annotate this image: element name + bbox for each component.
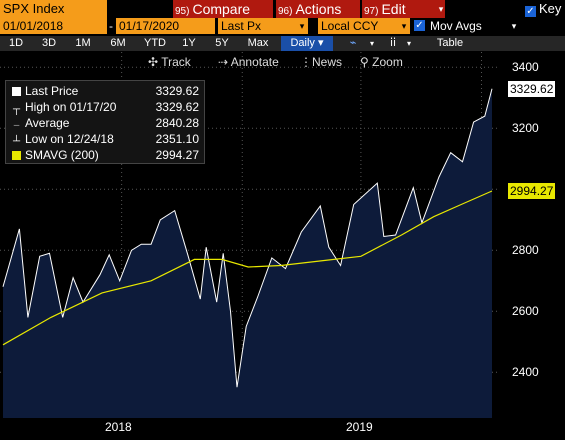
- frequency-select[interactable]: Daily ▾: [281, 36, 333, 51]
- field-value: Last Px: [221, 19, 262, 33]
- track-icon: ✣: [148, 55, 159, 69]
- legend-label: Last Price: [25, 84, 79, 98]
- sma-line: [2, 190, 493, 346]
- mov-avgs-dropdown-icon[interactable]: ▾: [511, 21, 517, 31]
- field-select[interactable]: Last Px: [218, 18, 308, 34]
- edit-dropdown-icon[interactable]: ▾: [438, 4, 444, 14]
- chart-type-dropdown-icon[interactable]: ▾: [369, 39, 374, 48]
- edit-button[interactable]: 97) Edit: [362, 0, 445, 18]
- high-marker-icon: ┬: [12, 104, 21, 115]
- white-square-icon: [12, 87, 21, 96]
- period-max[interactable]: Max: [247, 37, 269, 49]
- bar-style-dropdown-icon[interactable]: ▾: [406, 39, 411, 48]
- compare-button[interactable]: 95) Compare: [173, 0, 273, 18]
- period-3d[interactable]: 3D: [41, 37, 57, 49]
- news-icon: ⋮: [300, 55, 312, 69]
- ticker-label: SPX Index: [3, 1, 65, 16]
- zoom-icon: ⚲: [360, 55, 369, 69]
- annotate-icon: ⇢: [218, 55, 229, 69]
- legend-label: High on 01/17/20: [25, 100, 117, 114]
- field-dropdown-icon[interactable]: ▾: [299, 21, 305, 31]
- y-tick-label: 2400: [512, 365, 539, 380]
- period-5y[interactable]: 5Y: [215, 37, 229, 49]
- annotate-label: Annotate: [230, 55, 279, 69]
- chart-legend[interactable]: Last Price 3329.62 ┬ High on 01/17/20 332…: [5, 80, 205, 164]
- legend-item-high: ┬ High on 01/17/20: [12, 100, 117, 115]
- zoom-tool[interactable]: ⚲ Zoom: [360, 54, 403, 70]
- sma-tag: 2994.27: [508, 182, 556, 199]
- x-axis: [0, 418, 565, 440]
- legend-value: 2351.10: [155, 132, 199, 146]
- currency-dropdown-icon[interactable]: ▾: [401, 21, 407, 31]
- actions-number: 96): [278, 6, 293, 17]
- compare-number: 95): [175, 6, 190, 17]
- x-label-2019: 2019: [346, 420, 373, 434]
- legend-label: Average: [25, 116, 70, 130]
- legend-label: SMAVG (200): [25, 148, 99, 162]
- x-label-2018: 2018: [105, 420, 132, 434]
- legend-item-last-price: Last Price: [12, 84, 78, 98]
- start-date-field[interactable]: 01/01/2018: [0, 18, 107, 34]
- y-tick-label: 2600: [512, 304, 539, 319]
- period-1m[interactable]: 1M: [75, 37, 91, 49]
- end-date-value: 01/17/2020: [119, 19, 180, 33]
- key-checkbox-icon: ✓: [525, 6, 536, 17]
- legend-item-average: – Average: [12, 116, 70, 131]
- mov-avgs-checkbox[interactable]: ✓: [414, 20, 425, 31]
- average-line-icon: –: [13, 120, 20, 131]
- edit-number: 97): [364, 6, 379, 17]
- news-tool[interactable]: ⋮News: [300, 54, 342, 70]
- legend-value: 3329.62: [155, 84, 199, 98]
- period-1d[interactable]: 1D: [8, 37, 24, 49]
- track-tool[interactable]: ✣ Track: [148, 54, 191, 70]
- frequency-value: Daily: [290, 37, 315, 49]
- mov-avgs-label: Mov Avgs: [430, 19, 482, 33]
- bar-style-icon[interactable]: ⅰⅰ: [389, 37, 397, 49]
- legend-value: 2840.28: [155, 116, 199, 130]
- legend-value: 2994.27: [155, 148, 199, 162]
- zoom-label: Zoom: [372, 55, 403, 69]
- date-separator: -: [109, 19, 113, 33]
- end-date-field[interactable]: 01/17/2020: [116, 18, 215, 34]
- chart-type-icon[interactable]: ⌁: [349, 37, 357, 49]
- period-1y[interactable]: 1Y: [182, 37, 196, 49]
- actions-label: Actions: [295, 1, 342, 17]
- period-ytd[interactable]: YTD: [144, 37, 166, 49]
- price-area: [3, 88, 492, 418]
- track-label: Track: [161, 55, 191, 69]
- actions-button[interactable]: 96) Actions: [276, 0, 360, 18]
- legend-value: 3329.62: [155, 100, 199, 114]
- annotate-tool[interactable]: ⇢ Annotate: [218, 54, 279, 70]
- compare-label: Compare: [192, 1, 251, 17]
- y-tick-label: 3400: [512, 60, 539, 75]
- news-label: News: [312, 55, 343, 69]
- ticker-field[interactable]: SPX Index: [0, 0, 107, 18]
- y-axis: [500, 52, 565, 418]
- start-date-value: 01/01/2018: [3, 19, 64, 33]
- legend-item-low: ┴ Low on 12/24/18: [12, 132, 114, 147]
- edit-label: Edit: [381, 1, 406, 17]
- table-button[interactable]: Table: [436, 37, 464, 49]
- currency-value: Local CCY: [321, 19, 379, 33]
- currency-select[interactable]: Local CCY: [318, 18, 410, 34]
- y-tick-label: 2800: [512, 243, 539, 258]
- key-label: Key: [539, 1, 562, 16]
- low-marker-icon: ┴: [12, 136, 21, 147]
- last-price-tag: 3329.62: [508, 80, 556, 97]
- yellow-square-icon: [12, 151, 21, 160]
- key-toggle[interactable]: ✓ Key: [525, 0, 561, 18]
- legend-item-smavg: SMAVG (200): [12, 148, 99, 162]
- legend-label: Low on 12/24/18: [25, 132, 114, 146]
- period-6m[interactable]: 6M: [110, 37, 126, 49]
- y-tick-label: 3200: [512, 121, 539, 136]
